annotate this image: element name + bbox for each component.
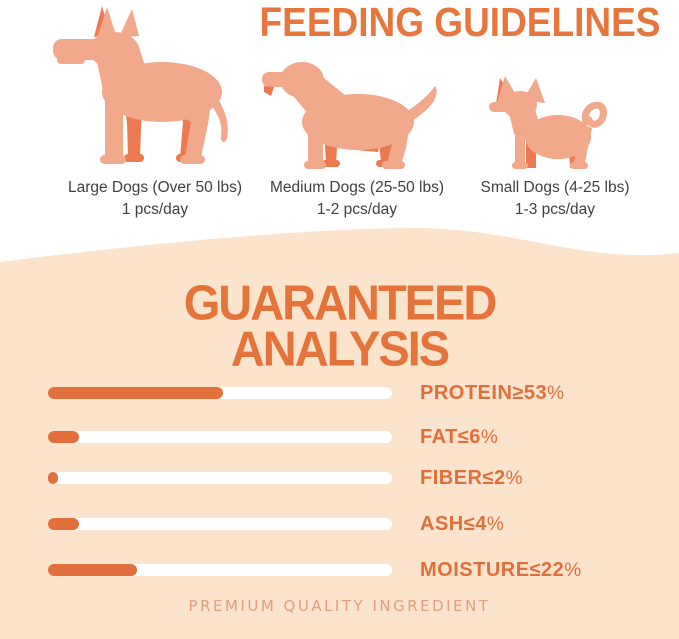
bar-fill-fat bbox=[48, 431, 79, 443]
large-dog-icon bbox=[53, 6, 228, 164]
percent-sign: % bbox=[486, 513, 505, 535]
analysis-label-moisture: MOISTURE≤22% bbox=[420, 559, 582, 582]
analysis-label-protein: PROTEIN≥53% bbox=[420, 382, 565, 405]
bar-track-moisture bbox=[48, 564, 392, 576]
large-dog-caption-line1: Large Dogs (Over 50 lbs) bbox=[67, 179, 243, 196]
bar-fill-ash bbox=[48, 518, 79, 530]
nutrient-value: 4 bbox=[475, 512, 487, 535]
small-dog-icon bbox=[489, 76, 607, 169]
comparator-symbol: ≤ bbox=[457, 425, 470, 448]
analysis-title-line1: GUARANTEED bbox=[183, 274, 498, 330]
nutrient-name: ASH bbox=[420, 512, 464, 535]
large-dog-caption-line2: 1 pcs/day bbox=[121, 200, 189, 218]
large-dog-caption: Large Dogs (Over 50 lbs) 1 pcs/day bbox=[35, 177, 275, 220]
comparator-symbol: ≤ bbox=[482, 466, 494, 489]
analysis-row-moisture: MOISTURE≤22% bbox=[48, 558, 582, 582]
large-dog-body-shapes bbox=[53, 7, 228, 164]
medium-dog-icon bbox=[262, 62, 437, 169]
nutrient-value: 2 bbox=[493, 466, 506, 489]
small-dog-caption: Small Dogs (4-25 lbs) 1-3 pcs/day bbox=[458, 177, 652, 220]
small-dog-caption-line2: 1-3 pcs/day bbox=[514, 200, 596, 218]
bar-track-fat bbox=[48, 431, 392, 443]
small-dog-caption-line1: Small Dogs (4-25 lbs) bbox=[480, 179, 630, 196]
small-dog-body-shapes bbox=[489, 76, 592, 169]
medium-dog-caption: Medium Dogs (25-50 lbs) 1-2 pcs/day bbox=[258, 177, 456, 220]
comparator-symbol: ≤ bbox=[463, 512, 476, 535]
comparator-symbol: ≤ bbox=[529, 558, 542, 581]
percent-sign: % bbox=[505, 467, 524, 489]
bar-fill-moisture bbox=[48, 564, 138, 576]
analysis-row-fat: FAT≤6% bbox=[48, 425, 498, 449]
bar-fill-protein bbox=[48, 387, 224, 399]
nutrient-name: PROTEIN bbox=[420, 381, 513, 404]
guaranteed-analysis-title: GUARANTEED ANALYSIS bbox=[0, 274, 679, 376]
comparator-symbol: ≥ bbox=[512, 381, 524, 404]
nutrient-name: MOISTURE bbox=[420, 558, 530, 581]
percent-sign: % bbox=[547, 382, 565, 404]
feeding-guidelines-title: FEEDING GUIDELINES bbox=[259, 0, 661, 45]
bar-fill-fiber bbox=[48, 472, 59, 484]
medium-dog-caption-line1: Medium Dogs (25-50 lbs) bbox=[269, 179, 444, 196]
nutrient-value: 22 bbox=[541, 558, 565, 581]
medium-dog-caption-line2: 1-2 pcs/day bbox=[316, 200, 398, 218]
nutrient-name: FAT bbox=[420, 425, 458, 448]
analysis-row-ash: ASH≤4% bbox=[48, 512, 504, 536]
percent-sign: % bbox=[564, 559, 582, 581]
percent-sign: % bbox=[480, 426, 499, 448]
dog-curled-tail-shape bbox=[581, 101, 607, 128]
bar-track-protein bbox=[48, 387, 392, 399]
bar-track-fiber bbox=[48, 472, 392, 484]
analysis-row-protein: PROTEIN≥53% bbox=[48, 381, 565, 405]
dog-tongue-shape bbox=[264, 86, 274, 96]
nutrient-value: 6 bbox=[469, 425, 481, 448]
nutrient-name: FIBER bbox=[420, 466, 483, 489]
analysis-label-fiber: FIBER≤2% bbox=[420, 467, 523, 490]
bar-track-ash bbox=[48, 518, 392, 530]
medium-dog-body-shapes bbox=[262, 62, 437, 169]
analysis-label-fat: FAT≤6% bbox=[420, 426, 498, 449]
premium-quality-caption: PREMIUM QUALITY INGREDIENT bbox=[188, 597, 491, 615]
nutrient-value: 53 bbox=[523, 381, 548, 404]
analysis-label-ash: ASH≤4% bbox=[420, 513, 504, 536]
analysis-title-line2: ANALYSIS bbox=[230, 320, 450, 376]
analysis-row-fiber: FIBER≤2% bbox=[48, 466, 523, 490]
